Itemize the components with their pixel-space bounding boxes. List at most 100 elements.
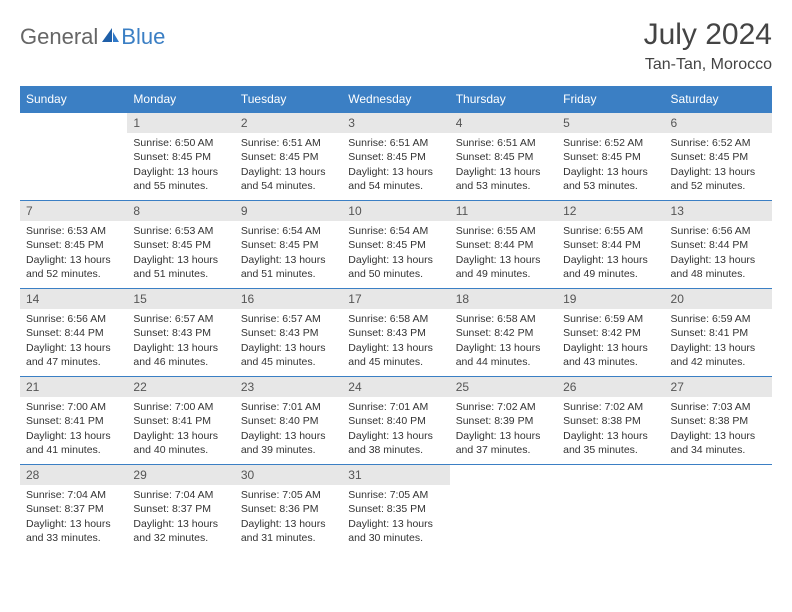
- day-details: Sunrise: 7:04 AMSunset: 8:37 PMDaylight:…: [127, 485, 234, 549]
- calendar-cell: 29Sunrise: 7:04 AMSunset: 8:37 PMDayligh…: [127, 465, 234, 553]
- day-number: 8: [127, 201, 234, 221]
- day-number: 26: [557, 377, 664, 397]
- calendar-cell: 5Sunrise: 6:52 AMSunset: 8:45 PMDaylight…: [557, 113, 664, 201]
- day-details: Sunrise: 6:51 AMSunset: 8:45 PMDaylight:…: [235, 133, 342, 197]
- day-details: Sunrise: 6:57 AMSunset: 8:43 PMDaylight:…: [235, 309, 342, 373]
- calendar-cell: 24Sunrise: 7:01 AMSunset: 8:40 PMDayligh…: [342, 377, 449, 465]
- calendar-cell: 1Sunrise: 6:50 AMSunset: 8:45 PMDaylight…: [127, 113, 234, 201]
- brand-part2: Blue: [121, 24, 165, 50]
- day-details: Sunrise: 6:52 AMSunset: 8:45 PMDaylight:…: [665, 133, 772, 197]
- day-number: 14: [20, 289, 127, 309]
- day-details: Sunrise: 7:02 AMSunset: 8:38 PMDaylight:…: [557, 397, 664, 461]
- day-number: 9: [235, 201, 342, 221]
- location: Tan-Tan, Morocco: [644, 56, 772, 74]
- day-number: 22: [127, 377, 234, 397]
- day-details: Sunrise: 7:03 AMSunset: 8:38 PMDaylight:…: [665, 397, 772, 461]
- calendar-cell: 30Sunrise: 7:05 AMSunset: 8:36 PMDayligh…: [235, 465, 342, 553]
- header: General Blue July 2024 Tan-Tan, Morocco: [20, 18, 772, 74]
- weekday-header: Wednesday: [342, 86, 449, 113]
- day-details: Sunrise: 6:55 AMSunset: 8:44 PMDaylight:…: [450, 221, 557, 285]
- day-details: Sunrise: 6:59 AMSunset: 8:42 PMDaylight:…: [557, 309, 664, 373]
- calendar-cell: 25Sunrise: 7:02 AMSunset: 8:39 PMDayligh…: [450, 377, 557, 465]
- day-number: 25: [450, 377, 557, 397]
- calendar-row: 28Sunrise: 7:04 AMSunset: 8:37 PMDayligh…: [20, 465, 772, 553]
- day-details: Sunrise: 6:53 AMSunset: 8:45 PMDaylight:…: [20, 221, 127, 285]
- day-details: Sunrise: 7:05 AMSunset: 8:35 PMDaylight:…: [342, 485, 449, 549]
- day-number: 17: [342, 289, 449, 309]
- day-number: 24: [342, 377, 449, 397]
- calendar-cell: 7Sunrise: 6:53 AMSunset: 8:45 PMDaylight…: [20, 201, 127, 289]
- calendar-cell: .: [665, 465, 772, 553]
- calendar-cell: 2Sunrise: 6:51 AMSunset: 8:45 PMDaylight…: [235, 113, 342, 201]
- day-number: 28: [20, 465, 127, 485]
- calendar-cell: 6Sunrise: 6:52 AMSunset: 8:45 PMDaylight…: [665, 113, 772, 201]
- month-title: July 2024: [644, 18, 772, 52]
- day-number: 19: [557, 289, 664, 309]
- calendar-cell: 27Sunrise: 7:03 AMSunset: 8:38 PMDayligh…: [665, 377, 772, 465]
- calendar-cell: 12Sunrise: 6:55 AMSunset: 8:44 PMDayligh…: [557, 201, 664, 289]
- day-details: Sunrise: 6:50 AMSunset: 8:45 PMDaylight:…: [127, 133, 234, 197]
- calendar-cell: .: [20, 113, 127, 201]
- weekday-header: Saturday: [665, 86, 772, 113]
- calendar-cell: 8Sunrise: 6:53 AMSunset: 8:45 PMDaylight…: [127, 201, 234, 289]
- weekday-header: Tuesday: [235, 86, 342, 113]
- calendar-cell: 3Sunrise: 6:51 AMSunset: 8:45 PMDaylight…: [342, 113, 449, 201]
- calendar-cell: 15Sunrise: 6:57 AMSunset: 8:43 PMDayligh…: [127, 289, 234, 377]
- day-number: 21: [20, 377, 127, 397]
- day-number: 13: [665, 201, 772, 221]
- calendar-cell: 19Sunrise: 6:59 AMSunset: 8:42 PMDayligh…: [557, 289, 664, 377]
- day-number: 30: [235, 465, 342, 485]
- calendar-cell: 14Sunrise: 6:56 AMSunset: 8:44 PMDayligh…: [20, 289, 127, 377]
- calendar-cell: 22Sunrise: 7:00 AMSunset: 8:41 PMDayligh…: [127, 377, 234, 465]
- day-number: 23: [235, 377, 342, 397]
- calendar-cell: 9Sunrise: 6:54 AMSunset: 8:45 PMDaylight…: [235, 201, 342, 289]
- day-number: 2: [235, 113, 342, 133]
- day-details: Sunrise: 6:55 AMSunset: 8:44 PMDaylight:…: [557, 221, 664, 285]
- calendar-row: 14Sunrise: 6:56 AMSunset: 8:44 PMDayligh…: [20, 289, 772, 377]
- day-details: Sunrise: 6:54 AMSunset: 8:45 PMDaylight:…: [342, 221, 449, 285]
- day-details: Sunrise: 6:58 AMSunset: 8:43 PMDaylight:…: [342, 309, 449, 373]
- calendar-cell: 21Sunrise: 7:00 AMSunset: 8:41 PMDayligh…: [20, 377, 127, 465]
- day-details: Sunrise: 7:01 AMSunset: 8:40 PMDaylight:…: [342, 397, 449, 461]
- calendar-cell: 31Sunrise: 7:05 AMSunset: 8:35 PMDayligh…: [342, 465, 449, 553]
- day-details: Sunrise: 6:52 AMSunset: 8:45 PMDaylight:…: [557, 133, 664, 197]
- weekday-header: Sunday: [20, 86, 127, 113]
- day-details: Sunrise: 6:53 AMSunset: 8:45 PMDaylight:…: [127, 221, 234, 285]
- calendar-row: 21Sunrise: 7:00 AMSunset: 8:41 PMDayligh…: [20, 377, 772, 465]
- calendar-table: SundayMondayTuesdayWednesdayThursdayFrid…: [20, 86, 772, 553]
- day-number: 27: [665, 377, 772, 397]
- day-details: Sunrise: 6:56 AMSunset: 8:44 PMDaylight:…: [665, 221, 772, 285]
- brand-part1: General: [20, 24, 98, 50]
- calendar-cell: 23Sunrise: 7:01 AMSunset: 8:40 PMDayligh…: [235, 377, 342, 465]
- day-number: 31: [342, 465, 449, 485]
- day-number: 20: [665, 289, 772, 309]
- day-details: Sunrise: 7:01 AMSunset: 8:40 PMDaylight:…: [235, 397, 342, 461]
- calendar-cell: 26Sunrise: 7:02 AMSunset: 8:38 PMDayligh…: [557, 377, 664, 465]
- calendar-cell: 11Sunrise: 6:55 AMSunset: 8:44 PMDayligh…: [450, 201, 557, 289]
- day-number: 3: [342, 113, 449, 133]
- calendar-cell: 18Sunrise: 6:58 AMSunset: 8:42 PMDayligh…: [450, 289, 557, 377]
- title-block: July 2024 Tan-Tan, Morocco: [644, 18, 772, 74]
- day-number: 12: [557, 201, 664, 221]
- day-details: Sunrise: 6:57 AMSunset: 8:43 PMDaylight:…: [127, 309, 234, 373]
- calendar-row: .1Sunrise: 6:50 AMSunset: 8:45 PMDayligh…: [20, 113, 772, 201]
- day-details: Sunrise: 7:02 AMSunset: 8:39 PMDaylight:…: [450, 397, 557, 461]
- calendar-cell: 13Sunrise: 6:56 AMSunset: 8:44 PMDayligh…: [665, 201, 772, 289]
- day-number: 5: [557, 113, 664, 133]
- day-number: 15: [127, 289, 234, 309]
- day-details: Sunrise: 6:51 AMSunset: 8:45 PMDaylight:…: [450, 133, 557, 197]
- calendar-cell: 10Sunrise: 6:54 AMSunset: 8:45 PMDayligh…: [342, 201, 449, 289]
- day-number: 16: [235, 289, 342, 309]
- calendar-cell: .: [557, 465, 664, 553]
- day-details: Sunrise: 7:04 AMSunset: 8:37 PMDaylight:…: [20, 485, 127, 549]
- day-details: Sunrise: 7:00 AMSunset: 8:41 PMDaylight:…: [127, 397, 234, 461]
- day-number: 1: [127, 113, 234, 133]
- brand-logo: General Blue: [20, 18, 165, 50]
- weekday-header: Thursday: [450, 86, 557, 113]
- day-details: Sunrise: 6:51 AMSunset: 8:45 PMDaylight:…: [342, 133, 449, 197]
- day-number: 29: [127, 465, 234, 485]
- calendar-cell: 17Sunrise: 6:58 AMSunset: 8:43 PMDayligh…: [342, 289, 449, 377]
- day-number: 18: [450, 289, 557, 309]
- day-details: Sunrise: 7:00 AMSunset: 8:41 PMDaylight:…: [20, 397, 127, 461]
- calendar-cell: .: [450, 465, 557, 553]
